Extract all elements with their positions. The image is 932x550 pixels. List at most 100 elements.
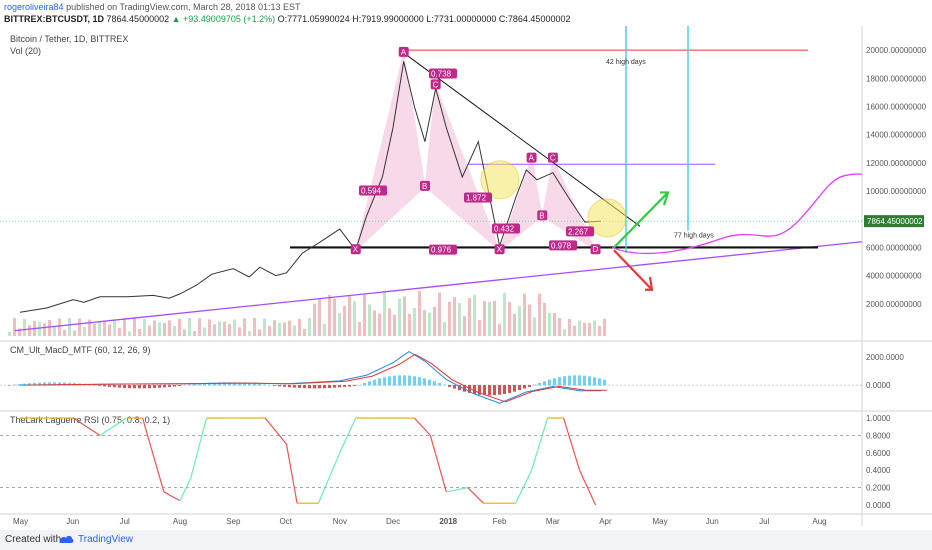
tradingview-link[interactable]: TradingView (78, 534, 134, 545)
bearish-arrow (613, 249, 653, 291)
macd-histogram-bar (138, 385, 141, 389)
volume-bar (448, 301, 451, 336)
rsi-segment (72, 417, 101, 436)
harmonic-point-label: C (433, 80, 439, 89)
ratio-badge (549, 240, 577, 251)
macd-histogram-bar (498, 385, 501, 395)
open-value: O:7771.05990024 (277, 14, 350, 24)
macd-histogram-bar (123, 385, 126, 388)
macd-histogram-bar (63, 382, 66, 386)
macd-histogram-bar (433, 381, 436, 386)
macd-histogram-bar (388, 376, 391, 386)
low-value: L:7731.00000000 (426, 14, 497, 24)
volume-bar (558, 318, 561, 336)
volume-bar (58, 318, 61, 336)
volume-bar (533, 317, 536, 336)
macd-histogram-bar (518, 385, 521, 391)
author-link[interactable]: rogeroliveira84 (4, 2, 64, 12)
highlight-circle (480, 160, 520, 200)
macd-histogram-bar (313, 385, 316, 389)
volume-bar (328, 294, 331, 336)
volume-bar (443, 321, 446, 336)
macd-histogram-bar (513, 385, 516, 392)
volume-bar (588, 322, 591, 336)
volume-bar (143, 318, 146, 336)
volume-bar (268, 326, 271, 336)
volume-bar (563, 329, 566, 336)
highlight-circle (587, 198, 627, 238)
volume-bar (48, 319, 51, 336)
volume-bar (428, 312, 431, 336)
volume-bar (483, 301, 486, 336)
macd-histogram-bar (18, 384, 21, 386)
ratio-badge (464, 192, 492, 203)
macd-histogram-bar (308, 385, 311, 389)
volume-bar (13, 318, 16, 336)
volume-bar (393, 314, 396, 336)
volume-bar (418, 291, 421, 336)
macd-histogram-bar (318, 385, 321, 389)
macd-histogram-bar (263, 384, 266, 386)
volume-bar (488, 301, 491, 336)
volume-bar (163, 322, 166, 336)
macd-histogram-bar (373, 379, 376, 386)
bullish-arrow (613, 191, 669, 249)
volume-bar (113, 319, 116, 336)
rsi-segment (531, 417, 549, 471)
macd-histogram-bar (208, 382, 211, 386)
macd-histogram-bar (468, 385, 471, 393)
ratio-label: 0.976 (431, 246, 452, 255)
volume-bar (153, 320, 156, 336)
macd-histogram-bar (548, 379, 551, 386)
volume-bar (203, 327, 206, 336)
time-axis-tick: May (13, 517, 28, 526)
ratio-label: 0.432 (494, 225, 515, 234)
macd-histogram-bar (158, 385, 161, 388)
macd-histogram-bar (543, 381, 546, 386)
volume-bar (138, 328, 141, 336)
rsi-segment (285, 443, 298, 504)
volume-bar (263, 318, 266, 336)
publish-info: published on TradingView.com, March 28, … (66, 2, 301, 12)
volume-bar (348, 295, 351, 336)
volume-bar (598, 325, 601, 336)
macd-histogram-bar (383, 377, 386, 386)
volume-bar (133, 318, 136, 336)
harmonic-point-label: A (401, 48, 407, 57)
volume-bar (258, 329, 261, 336)
macd-histogram-bar (213, 382, 216, 386)
volume-bar (278, 323, 281, 336)
volume-bar (378, 313, 381, 336)
macd-histogram-bar (478, 385, 481, 395)
ratio-label: 1.872 (466, 194, 487, 203)
volume-bar (123, 318, 126, 336)
volume-bar (213, 324, 216, 336)
macd-histogram-bar (328, 385, 331, 388)
volume-bar (108, 324, 111, 336)
volume-bar (333, 298, 336, 336)
price-line (19, 61, 601, 313)
macd-histogram-bar (288, 385, 291, 388)
volume-bar (353, 301, 356, 336)
volume-bar (303, 328, 306, 336)
volume-bar (78, 318, 81, 336)
macd-histogram-bar (188, 384, 191, 386)
volume-bar (403, 296, 406, 336)
price-axis-tick: 18000.00000000 (866, 74, 927, 83)
macd-histogram-bar (153, 385, 156, 389)
macd-histogram-bar (183, 385, 186, 386)
volume-bar (148, 325, 151, 336)
macd-histogram-bar (398, 375, 401, 386)
volume-bar (43, 323, 46, 336)
macd-histogram-bar (593, 377, 596, 386)
macd-histogram-bar (358, 384, 361, 386)
tradingview-logo-icon (59, 535, 74, 543)
chart-canvas[interactable]: 20000.00000000 18000.00000000 16000.000000… (0, 26, 932, 530)
volume-bar (228, 324, 231, 336)
harmonic-fill-bcd (424, 85, 501, 251)
macd-histogram-bar (508, 385, 511, 393)
volume-bar (198, 318, 201, 336)
ratio-label: 0.738 (431, 69, 452, 78)
price-panel-title: Bitcoin / Tether, 1D, BITTREX (10, 34, 128, 44)
volume-bar (433, 306, 436, 336)
